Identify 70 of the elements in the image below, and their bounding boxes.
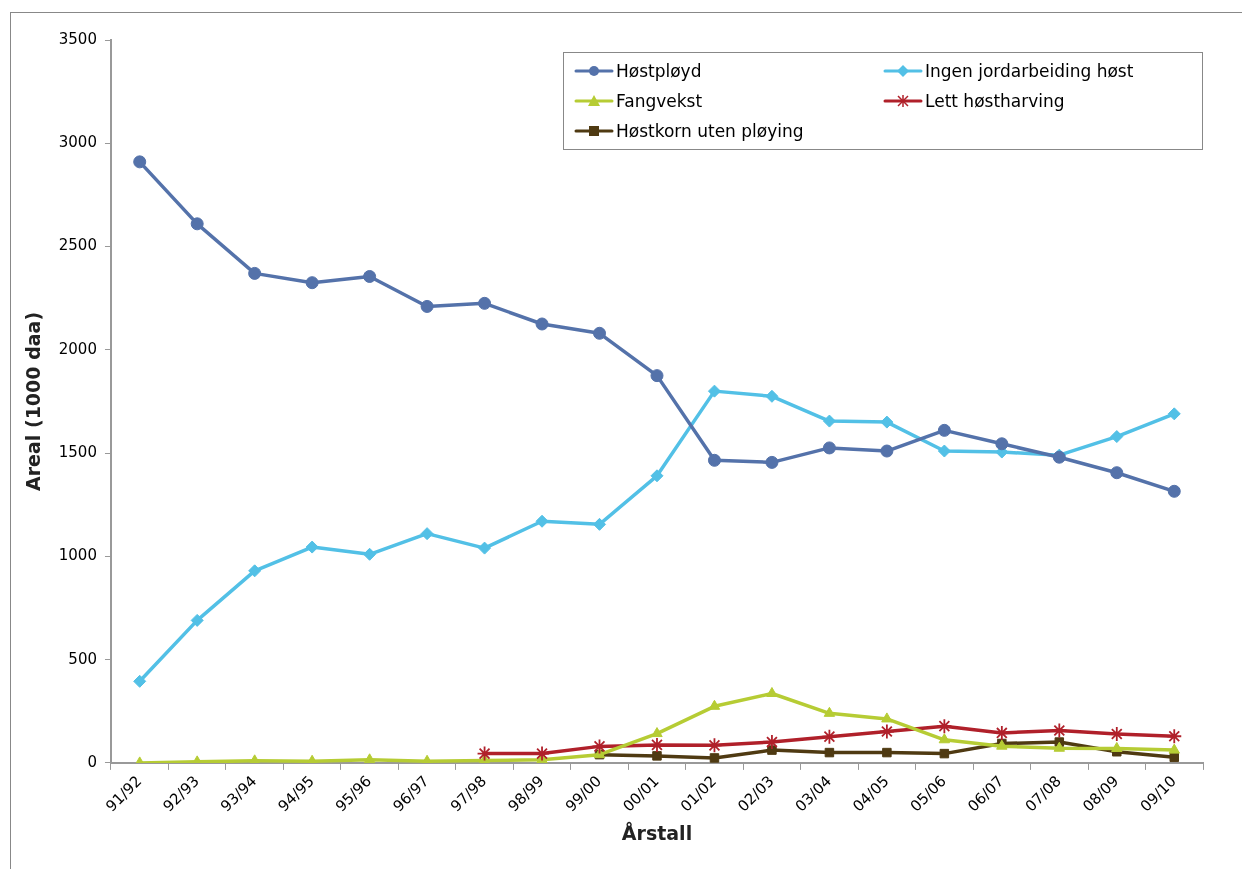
point bbox=[420, 299, 434, 313]
point bbox=[305, 540, 319, 554]
point bbox=[822, 441, 836, 455]
y-tick-label: 1000 bbox=[58, 546, 97, 565]
point bbox=[767, 745, 777, 755]
point bbox=[650, 469, 664, 483]
point bbox=[765, 455, 779, 469]
point bbox=[1109, 726, 1124, 741]
point bbox=[649, 737, 664, 752]
y-tick-label: 500 bbox=[68, 649, 97, 668]
point bbox=[420, 527, 434, 541]
point bbox=[709, 753, 720, 763]
point bbox=[939, 748, 950, 759]
point bbox=[305, 276, 319, 290]
point bbox=[765, 389, 779, 403]
point bbox=[593, 517, 607, 531]
point bbox=[1110, 466, 1124, 480]
point bbox=[1053, 741, 1066, 752]
point bbox=[650, 369, 664, 383]
point bbox=[1169, 752, 1180, 763]
point bbox=[937, 444, 951, 458]
point bbox=[652, 751, 662, 761]
point bbox=[823, 706, 836, 717]
point bbox=[882, 747, 892, 758]
legend-label: Høstpløyd bbox=[616, 61, 702, 81]
point bbox=[707, 453, 721, 467]
point bbox=[535, 317, 549, 331]
point bbox=[1168, 743, 1180, 754]
y-tick-label: 3000 bbox=[58, 133, 97, 152]
legend-label: Fangvekst bbox=[616, 91, 703, 111]
legend-label: Ingen jordarbeiding høst bbox=[925, 61, 1134, 81]
point bbox=[363, 753, 376, 763]
point bbox=[651, 727, 663, 738]
point bbox=[1167, 484, 1181, 498]
point bbox=[880, 415, 894, 429]
point bbox=[1167, 407, 1181, 421]
point bbox=[190, 217, 204, 231]
legend-label: Lett høstharving bbox=[925, 91, 1065, 111]
point bbox=[766, 687, 778, 698]
point bbox=[248, 564, 262, 578]
point bbox=[190, 613, 204, 627]
point bbox=[880, 444, 894, 458]
point bbox=[881, 712, 893, 723]
y-tick-label: 1500 bbox=[58, 442, 97, 461]
point bbox=[937, 423, 951, 437]
point bbox=[994, 725, 1009, 740]
point bbox=[707, 384, 721, 398]
point bbox=[822, 414, 836, 428]
point bbox=[938, 733, 951, 744]
point bbox=[478, 296, 492, 310]
point bbox=[363, 547, 377, 561]
y-tick-label: 3500 bbox=[58, 29, 97, 48]
legend-label: Høstkorn uten pløying bbox=[616, 121, 804, 141]
point bbox=[248, 266, 262, 280]
point bbox=[593, 326, 607, 340]
point bbox=[478, 541, 492, 555]
point bbox=[1110, 430, 1124, 444]
point bbox=[824, 747, 835, 758]
point bbox=[133, 674, 147, 688]
y-tick-label: 2500 bbox=[58, 236, 97, 255]
point bbox=[133, 155, 147, 169]
point bbox=[535, 514, 549, 528]
point bbox=[764, 735, 779, 750]
x-axis-title: Årstall bbox=[621, 820, 693, 844]
y-tick-label: 0 bbox=[87, 752, 97, 771]
point bbox=[995, 437, 1009, 451]
point bbox=[363, 269, 377, 283]
point bbox=[1111, 741, 1123, 752]
y-axis-title: Areal (1000 daa) bbox=[22, 311, 45, 491]
y-tick-label: 2000 bbox=[58, 339, 97, 358]
